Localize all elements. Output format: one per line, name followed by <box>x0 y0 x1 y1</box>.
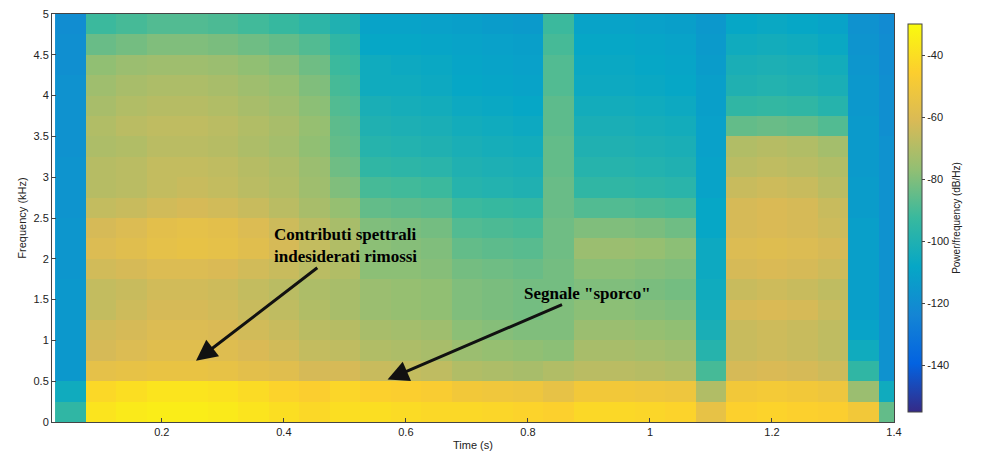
svg-text:3: 3 <box>43 171 49 183</box>
svg-text:2: 2 <box>43 253 49 265</box>
svg-text:0.4: 0.4 <box>276 426 291 438</box>
svg-text:2.5: 2.5 <box>34 212 49 224</box>
svg-text:-100: -100 <box>927 235 949 247</box>
svg-text:1: 1 <box>43 334 49 346</box>
svg-text:1: 1 <box>647 426 653 438</box>
svg-text:0.5: 0.5 <box>34 375 49 387</box>
svg-text:5: 5 <box>43 8 49 20</box>
svg-text:0.8: 0.8 <box>520 426 535 438</box>
svg-text:4: 4 <box>43 89 49 101</box>
svg-text:1.2: 1.2 <box>764 426 779 438</box>
svg-text:-40: -40 <box>927 49 943 61</box>
svg-text:Contributi spettraliindesidera: Contributi spettraliindesiderati rimossi <box>274 225 417 266</box>
svg-text:3.5: 3.5 <box>34 130 49 142</box>
svg-text:-140: -140 <box>927 359 949 371</box>
svg-text:1.5: 1.5 <box>34 293 49 305</box>
svg-text:1.4: 1.4 <box>886 426 901 438</box>
svg-text:-120: -120 <box>927 297 949 309</box>
svg-text:Time (s): Time (s) <box>453 439 493 451</box>
svg-text:Segnale "sporco": Segnale "sporco" <box>524 284 651 303</box>
svg-text:Frequency (kHz): Frequency (kHz) <box>16 177 28 258</box>
svg-text:-60: -60 <box>927 111 943 123</box>
svg-text:0.6: 0.6 <box>398 426 413 438</box>
svg-text:-80: -80 <box>927 173 943 185</box>
svg-text:0.2: 0.2 <box>154 426 169 438</box>
svg-text:4.5: 4.5 <box>34 49 49 61</box>
svg-text:Power/frequency (dB/Hz): Power/frequency (dB/Hz) <box>951 162 962 274</box>
svg-text:0: 0 <box>43 416 49 428</box>
